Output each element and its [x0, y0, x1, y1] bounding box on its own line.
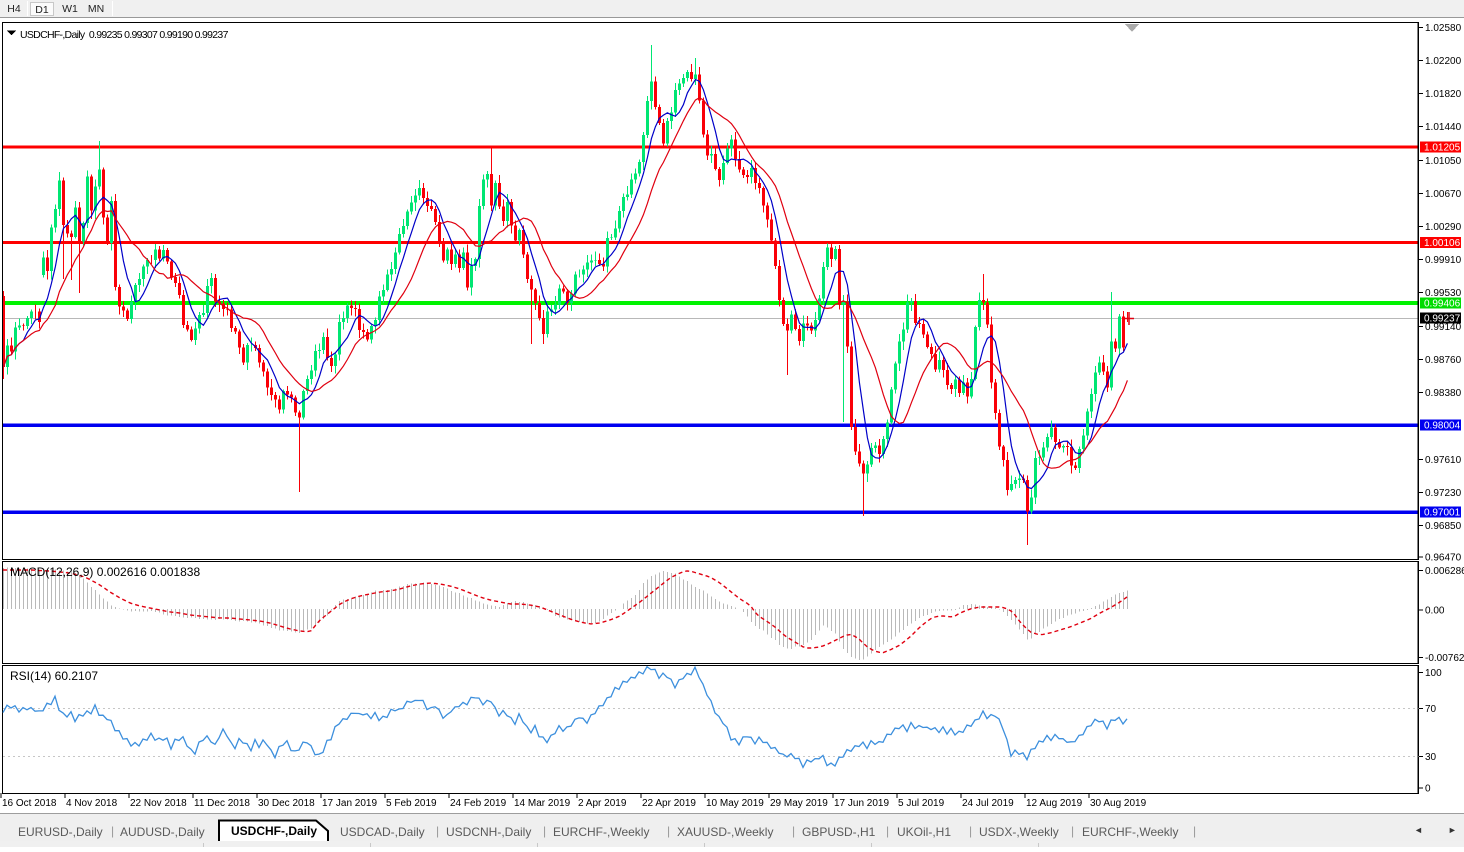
svg-text:0.99910: 0.99910	[1425, 255, 1462, 266]
svg-text:MACD(12,26,9) 0.002616 0.00183: MACD(12,26,9) 0.002616 0.001838	[10, 565, 200, 579]
svg-text:1.01440: 1.01440	[1425, 122, 1462, 133]
svg-text:0.99406: 0.99406	[1424, 299, 1461, 310]
svg-text:30 Dec 2018: 30 Dec 2018	[258, 798, 315, 809]
svg-text:30: 30	[1425, 752, 1437, 763]
svg-text:0.99237: 0.99237	[1424, 314, 1461, 325]
svg-text:0.96850: 0.96850	[1425, 521, 1462, 532]
svg-text:4 Nov 2018: 4 Nov 2018	[66, 798, 118, 809]
svg-text:1.00670: 1.00670	[1425, 189, 1462, 200]
svg-text:5 Jul 2019: 5 Jul 2019	[898, 798, 945, 809]
svg-text:29 May 2019: 29 May 2019	[770, 798, 828, 809]
svg-text:0.00: 0.00	[1425, 606, 1445, 617]
svg-text:-0.00762: -0.00762	[1425, 653, 1464, 664]
svg-text:17 Jan 2019: 17 Jan 2019	[322, 798, 377, 809]
svg-text:30 Aug 2019: 30 Aug 2019	[1090, 798, 1147, 809]
svg-text:100: 100	[1425, 668, 1442, 679]
svg-text:1.01820: 1.01820	[1425, 89, 1462, 100]
svg-text:2 Apr 2019: 2 Apr 2019	[578, 798, 627, 809]
svg-text:24 Feb 2019: 24 Feb 2019	[450, 798, 507, 809]
svg-text:1.01050: 1.01050	[1425, 156, 1462, 167]
svg-text:22 Apr 2019: 22 Apr 2019	[642, 798, 696, 809]
svg-text:22 Nov 2018: 22 Nov 2018	[130, 798, 187, 809]
svg-text:14 Mar 2019: 14 Mar 2019	[514, 798, 571, 809]
svg-text:0.96470: 0.96470	[1425, 553, 1462, 564]
svg-text:0.98380: 0.98380	[1425, 388, 1462, 399]
svg-text:5 Feb 2019: 5 Feb 2019	[386, 798, 437, 809]
svg-text:12 Aug 2019: 12 Aug 2019	[1026, 798, 1083, 809]
svg-text:1.01205: 1.01205	[1424, 143, 1461, 154]
svg-text:17 Jun 2019: 17 Jun 2019	[834, 798, 889, 809]
svg-text:0.006286: 0.006286	[1425, 566, 1464, 577]
svg-text:0.99140: 0.99140	[1425, 322, 1462, 333]
svg-text:USDCHF-,Daily 0.99235 0.99307: USDCHF-,Daily 0.99235 0.99307 0.99190 0.…	[20, 29, 229, 41]
svg-text:USDCHF-,Daily: USDCHF-,Daily	[231, 824, 317, 838]
svg-text:16 Oct 2018: 16 Oct 2018	[2, 798, 57, 809]
svg-text:0.97610: 0.97610	[1425, 455, 1462, 466]
svg-text:1.00290: 1.00290	[1425, 222, 1462, 233]
svg-text:0.97230: 0.97230	[1425, 488, 1462, 499]
svg-text:0.99530: 0.99530	[1425, 288, 1462, 299]
svg-text:24 Jul 2019: 24 Jul 2019	[962, 798, 1014, 809]
svg-text:10 May 2019: 10 May 2019	[706, 798, 764, 809]
svg-text:RSI(14) 60.2107: RSI(14) 60.2107	[10, 669, 98, 683]
svg-text:0.98760: 0.98760	[1425, 355, 1462, 366]
svg-text:0: 0	[1425, 784, 1431, 795]
svg-text:0.98004: 0.98004	[1424, 421, 1461, 432]
svg-text:1.02200: 1.02200	[1425, 56, 1462, 67]
svg-text:70: 70	[1425, 704, 1437, 715]
svg-text:0.97001: 0.97001	[1424, 508, 1461, 519]
svg-text:11 Dec 2018: 11 Dec 2018	[194, 798, 250, 809]
svg-text:1.02580: 1.02580	[1425, 23, 1462, 34]
svg-text:1.00106: 1.00106	[1424, 238, 1461, 249]
